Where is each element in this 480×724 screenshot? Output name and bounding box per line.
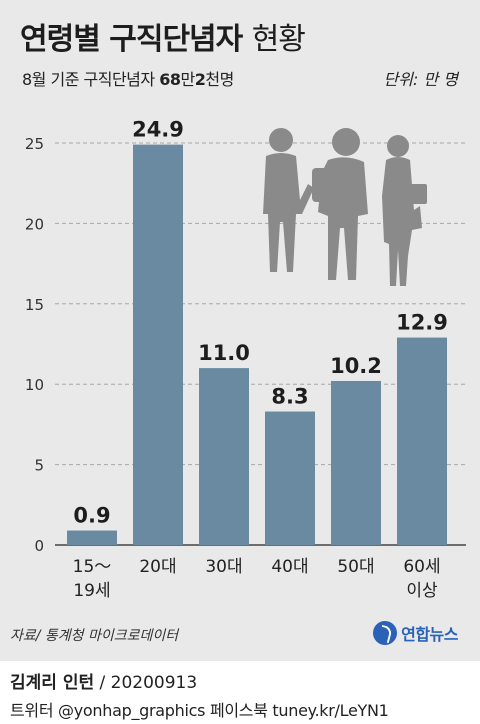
y-tick-label: 0: [34, 537, 44, 555]
bar: [133, 144, 183, 545]
bar-value-label: 8.3: [271, 385, 308, 409]
chart-title: 연령별 구직단념자 현황: [20, 22, 306, 57]
x-category-label: 30대: [205, 557, 242, 577]
x-category-label: 50대: [337, 557, 374, 577]
x-category-label: 40대: [271, 557, 308, 577]
bar-value-label: 24.9: [132, 118, 184, 142]
source-note: 자료/ 통계청 마이크로데이터: [10, 628, 179, 644]
x-category-label: 이상: [406, 581, 438, 601]
y-tick-label: 5: [34, 457, 44, 475]
unit-label: 단위: 만 명: [383, 70, 458, 89]
social-credit: 트위터 @yonhap_graphics 페이스북 tuney.kr/LeYN1: [10, 701, 389, 720]
y-tick-label: 10: [25, 376, 44, 394]
yonhap-logo-icon: [373, 621, 398, 645]
y-tick-label: 25: [25, 135, 44, 153]
brand-name: 연합뉴스: [401, 625, 458, 644]
bar-value-label: 10.2: [330, 354, 382, 378]
bar: [199, 368, 249, 545]
chart-subtitle: 8월 기준 구직단념자 68만2천명: [22, 70, 234, 89]
bar: [67, 530, 117, 545]
x-category-label: 20대: [139, 557, 176, 577]
job-seekers-silhouette-icon: [263, 128, 427, 286]
bar: [331, 380, 381, 545]
bar-value-label: 0.9: [73, 504, 110, 528]
bar: [265, 411, 315, 545]
bar: [397, 337, 447, 545]
y-tick-label: 15: [25, 296, 44, 314]
x-category-label: 60세: [403, 557, 440, 577]
chart-panel: 연령별 구직단념자 현황 8월 기준 구직단념자 68만2천명 단위: 만 명 …: [0, 0, 480, 661]
bar-value-label: 11.0: [198, 341, 250, 365]
author-credit: 김계리 인턴 / 20200913: [10, 673, 198, 693]
x-category-label: 15～: [73, 557, 112, 577]
bar-value-label: 12.9: [396, 311, 448, 335]
brand: 연합뉴스: [373, 620, 458, 646]
x-category-label: 19세: [73, 581, 110, 601]
bar-chart: 0 5 10 15 20 25 0.9 15～ 19세 24.9 20대 11.0 30대 8.3 40대…: [25, 118, 466, 601]
y-tick-label: 20: [25, 215, 44, 233]
